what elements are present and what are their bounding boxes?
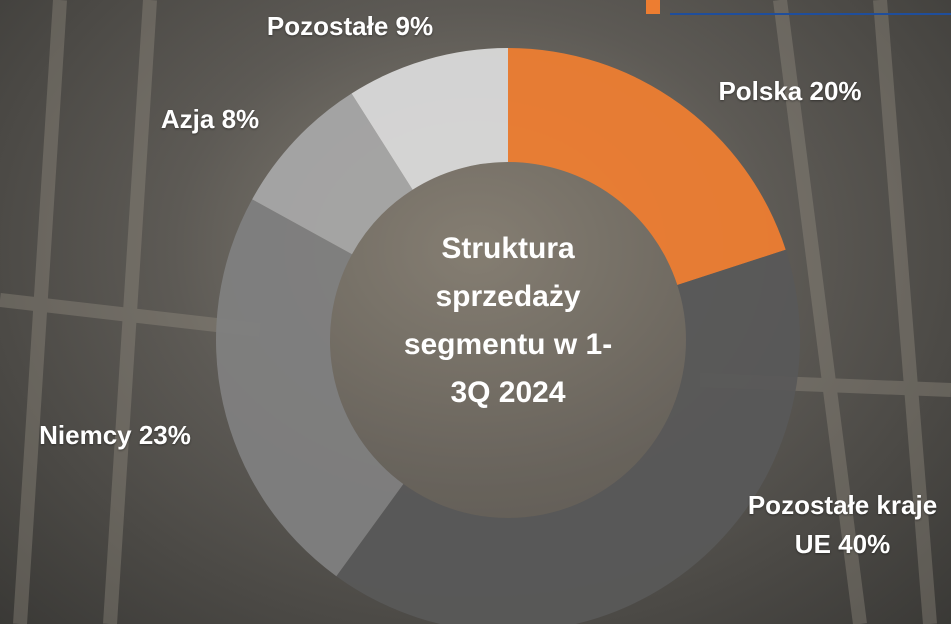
data-label: Azja 8%: [140, 100, 280, 139]
data-label: Pozostałe 9%: [240, 7, 460, 46]
category-name: Pozostałe: [267, 11, 388, 41]
data-label: Niemcy 23%: [15, 416, 215, 455]
logo-mark: [646, 0, 660, 14]
category-name: Polska: [718, 76, 802, 106]
data-label: Polska 20%: [700, 72, 880, 111]
value-label: 40%: [838, 529, 890, 559]
data-label: Pozostałe kraje UE 40%: [740, 486, 945, 564]
category-name: Niemcy: [39, 420, 132, 450]
value-label: 20%: [810, 76, 862, 106]
slide: Struktura sprzedaży segmentu w 1-3Q 2024…: [0, 0, 951, 624]
value-label: 9%: [396, 11, 434, 41]
value-label: 8%: [222, 104, 260, 134]
center-title: Struktura sprzedaży segmentu w 1-3Q 2024: [388, 225, 628, 417]
category-name: Azja: [161, 104, 214, 134]
value-label: 23%: [139, 420, 191, 450]
